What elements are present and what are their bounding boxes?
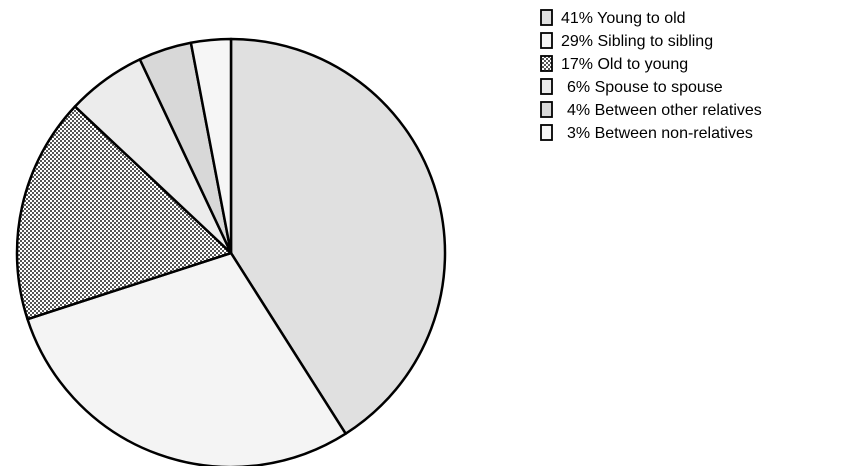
legend-item: 41% Young to old — [540, 9, 686, 27]
legend-label: 29% Sibling to sibling — [561, 33, 713, 50]
legend-swatch — [540, 124, 553, 141]
legend-label: 4% Between other relatives — [567, 102, 762, 119]
legend-item: 29% Sibling to sibling — [540, 32, 713, 50]
legend-item: 4% Between other relatives — [540, 101, 762, 119]
legend-swatch — [540, 101, 553, 118]
legend-item: 17% Old to young — [540, 55, 688, 73]
legend-label: 17% Old to young — [561, 56, 688, 73]
legend-label: 6% Spouse to spouse — [567, 79, 723, 96]
legend-item: 6% Spouse to spouse — [540, 78, 723, 96]
legend-swatch — [540, 55, 553, 72]
pie-slices — [15, 37, 447, 466]
legend: 41% Young to old 29% Sibling to sibling 17… — [540, 9, 762, 142]
pie-slice — [26, 251, 347, 466]
legend-label: 41% Young to old — [561, 10, 686, 27]
legend-swatch — [540, 32, 553, 49]
legend-label: 3% Between non-relatives — [567, 125, 753, 142]
legend-swatch — [540, 9, 553, 26]
legend-item: 3% Between non-relatives — [540, 124, 753, 142]
legend-swatch — [540, 78, 553, 95]
pie-slice — [15, 105, 233, 321]
pie-slice — [189, 37, 233, 255]
